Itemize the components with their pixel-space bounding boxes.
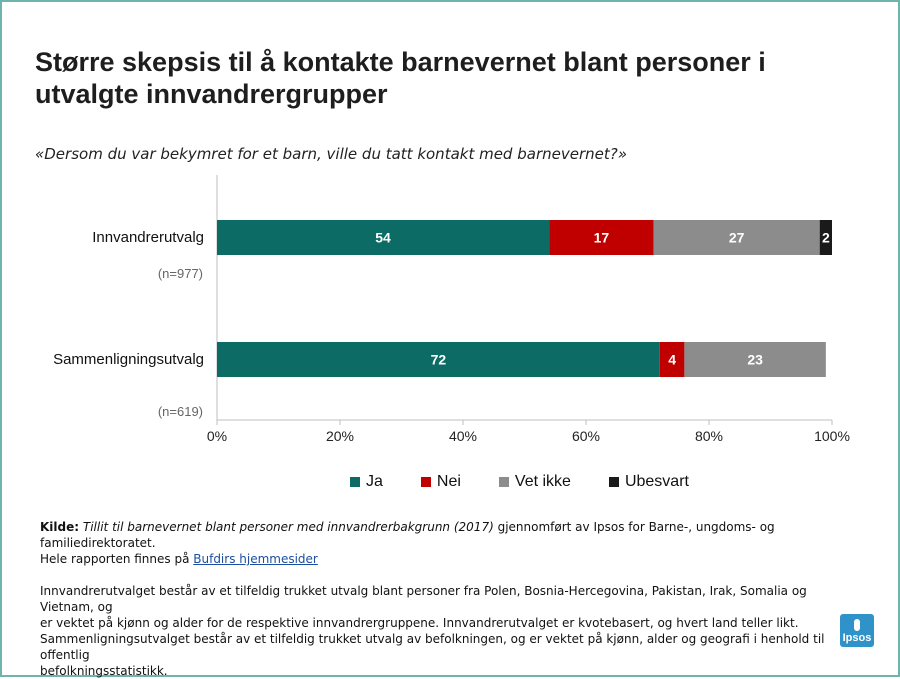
- legend-swatch: [420, 477, 431, 487]
- data-label: 23: [747, 352, 763, 368]
- x-tick-label: 0%: [207, 428, 227, 444]
- bar-segment: [653, 220, 820, 255]
- legend-item: Vet ikke: [498, 473, 571, 491]
- bar-segment: [684, 342, 826, 377]
- bar-segment: [549, 220, 654, 255]
- data-label: 27: [729, 230, 745, 246]
- source-title: Tillit til barnevernet blant personer me…: [82, 520, 494, 534]
- source-rest: gjennomført av Ipsos for Barne-, ungdoms…: [40, 520, 775, 550]
- x-tick-label: 60%: [572, 428, 600, 444]
- chart-subtitle: «Dersom du var bekymret for et barn, vil…: [35, 145, 627, 163]
- category-label: Sammenligningsutvalg: [53, 351, 204, 368]
- report-text: Hele rapporten finnes på: [40, 552, 194, 566]
- legend-item: Nei: [420, 473, 461, 491]
- data-label: 72: [431, 352, 447, 368]
- bar-segment: [819, 220, 832, 255]
- legend-label: Vet ikke: [514, 473, 571, 490]
- legend-swatch: [350, 477, 360, 487]
- note-line-3: Sammenligningsutvalget består av et tilf…: [40, 632, 825, 662]
- note-line-1: Innvandrerutvalget består av et tilfeldi…: [40, 584, 807, 614]
- data-label: 2: [822, 230, 830, 246]
- chart-legend: Ja Nei Vet ikke Ubesvart: [350, 473, 727, 491]
- legend-label: Ja: [366, 473, 383, 490]
- chart-title: Større skepsis til å kontakte barneverne…: [35, 47, 766, 109]
- note-line-2: er vektet på kjønn og alder for de respe…: [40, 616, 799, 630]
- bar-segment: [659, 342, 685, 377]
- data-label: 17: [594, 230, 610, 246]
- x-tick-label: 40%: [449, 428, 477, 444]
- x-tick-label: 20%: [326, 428, 354, 444]
- legend-swatch: [608, 477, 619, 487]
- x-tick-label: 100%: [814, 428, 850, 444]
- report-line: Hele rapporten finnes på Bufdirs hjemmes…: [40, 551, 840, 567]
- sample-size-label: (n=619): [158, 404, 203, 419]
- legend-swatch: [498, 477, 509, 487]
- legend-item: Ubesvart: [608, 473, 689, 491]
- legend-label: Nei: [436, 473, 461, 490]
- logo-mark-icon: [854, 619, 860, 631]
- bar-segment: [217, 342, 660, 377]
- legend-item: Ja: [350, 473, 383, 491]
- source-label: Kilde:: [40, 520, 80, 534]
- footer-notes: Kilde: Tillit til barnevernet blant pers…: [40, 519, 840, 679]
- logo-text: Ipsos: [842, 632, 872, 644]
- note-line-4: befolkningsstatistikk.: [40, 664, 168, 678]
- data-label: 4: [668, 352, 676, 368]
- legend-label: Ubesvart: [624, 473, 689, 490]
- source-line: Kilde: Tillit til barnevernet blant pers…: [40, 519, 840, 551]
- sample-size-label: (n=977): [158, 266, 203, 281]
- bar-segment: [217, 220, 550, 255]
- data-label: 54: [375, 230, 391, 246]
- ipsos-logo: Ipsos: [840, 614, 874, 647]
- category-label: Innvandrerutvalg: [92, 229, 204, 246]
- x-tick-label: 80%: [695, 428, 723, 444]
- report-link[interactable]: Bufdirs hjemmesider: [193, 552, 318, 566]
